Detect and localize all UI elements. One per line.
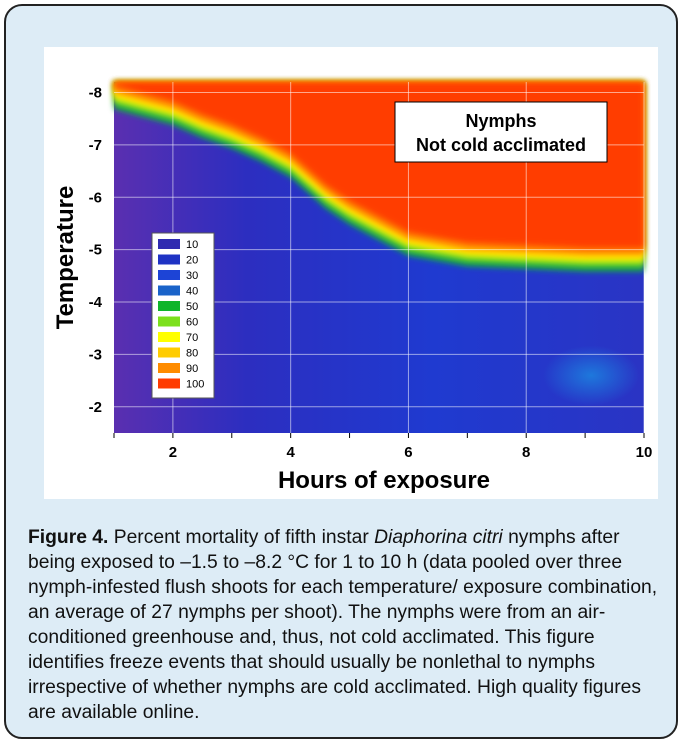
legend-label: 40 (186, 286, 198, 298)
legend-swatch (158, 270, 180, 280)
y-tick-label: -4 (89, 294, 103, 311)
caption-text-1: Percent mortality of fifth instar (108, 527, 375, 548)
legend-swatch (158, 332, 180, 342)
legend-label: 70 (186, 332, 198, 344)
legend-swatch (158, 363, 180, 373)
caption-species: Diaphorina citri (374, 527, 503, 548)
legend-swatch (158, 254, 180, 265)
x-tick-label: 8 (522, 444, 530, 461)
x-tick-label: 10 (636, 444, 653, 461)
y-axis-label: Temperature (52, 186, 79, 330)
legend-label: 30 (186, 270, 198, 282)
contour-low-spot (543, 345, 639, 406)
x-tick-label: 6 (404, 444, 412, 461)
x-tick-label: 2 (169, 444, 177, 461)
legend-swatch (158, 347, 180, 358)
legend-label: 50 (186, 301, 198, 313)
legend-swatch (158, 316, 180, 327)
y-tick-label: -6 (89, 189, 102, 206)
chart-panel: 2 4 6 8 10 -8 -7 -6 -5 -4 -3 -2 Hours of exposure Tem… (44, 47, 658, 499)
legend-swatch (158, 285, 180, 296)
y-tick-label: -3 (89, 346, 102, 363)
annotation-line: Nymphs (465, 111, 536, 131)
legend-label: 100 (186, 379, 204, 391)
y-tick-label: -8 (89, 84, 102, 101)
figure-caption: Figure 4. Percent mortality of fifth ins… (28, 525, 670, 725)
legend-label: 80 (186, 348, 198, 360)
legend-swatch (158, 301, 180, 311)
x-axis-label: Hours of exposure (278, 467, 490, 494)
caption-text-2: nymphs after being exposed to –1.5 to –8… (28, 527, 658, 723)
x-tick-label: 4 (286, 444, 295, 461)
figure-frame: 2 4 6 8 10 -8 -7 -6 -5 -4 -3 -2 Hours of exposure Tem… (4, 4, 678, 739)
legend-swatch (158, 378, 180, 389)
legend-label: 90 (186, 363, 198, 375)
annotation-box (394, 101, 608, 163)
contour-chart: 2 4 6 8 10 -8 -7 -6 -5 -4 -3 -2 Hours of exposure Tem… (52, 82, 653, 494)
legend-swatch (158, 239, 180, 249)
y-tick-label: -7 (89, 137, 102, 154)
y-tick-label: -2 (89, 399, 102, 416)
y-tick-label: -5 (89, 242, 102, 259)
legend-label: 10 (186, 239, 198, 251)
annotation-line: Not cold acclimated (416, 135, 586, 155)
figure-label: Figure 4. (28, 527, 109, 548)
legend-label: 20 (186, 255, 198, 267)
legend-label: 60 (186, 317, 198, 329)
